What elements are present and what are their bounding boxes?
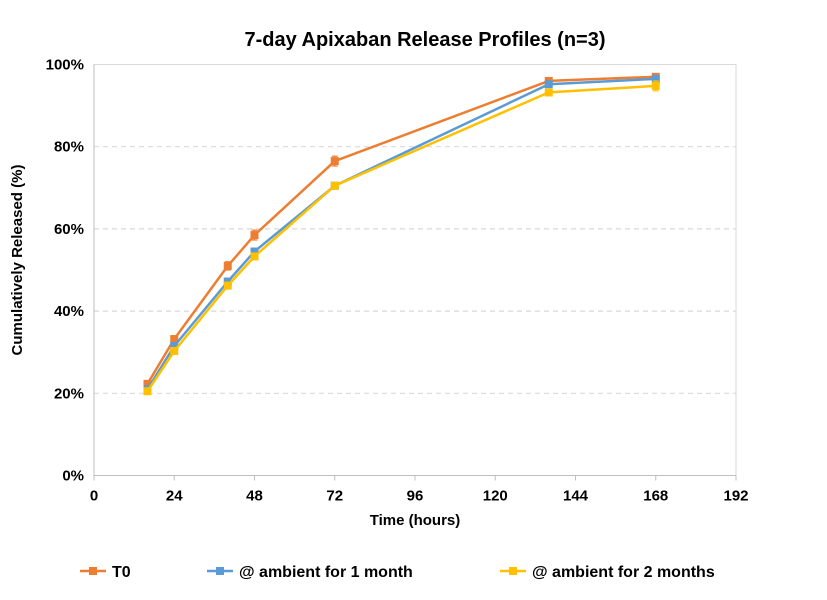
data-point (250, 231, 259, 240)
data-point (143, 379, 152, 388)
axes: 0% 20% 40% 60% 80% 100% 0 24 48 72 96 120 144 168 192 (46, 57, 749, 505)
series-1 (143, 74, 660, 394)
chart-title: 7-day Apixaban Release Profiles (n=3) (244, 29, 605, 51)
data-point (330, 181, 339, 190)
series-0 (143, 72, 660, 388)
legend-marker (89, 567, 97, 575)
y-tick-label: 0% (62, 468, 84, 485)
x-tick-label: 0 (90, 488, 98, 505)
legend-marker (509, 567, 517, 575)
data-point (651, 81, 660, 90)
legend-marker (216, 567, 224, 575)
legend: T0 @ ambient for 1 month @ ambient for 2 m… (80, 564, 715, 581)
data-point (223, 281, 232, 290)
data-point (223, 261, 232, 270)
x-tick-label: 24 (166, 488, 183, 505)
y-tick-label: 60% (54, 221, 84, 238)
y-tick-label: 20% (54, 385, 84, 402)
data-point (250, 247, 259, 256)
data-point (223, 277, 232, 286)
data-point (330, 157, 339, 166)
x-tick-label: 144 (563, 488, 589, 505)
series-line (146, 75, 656, 385)
series-group (143, 72, 660, 396)
legend-item-1: @ ambient for 1 month (207, 564, 413, 581)
data-point (250, 252, 259, 261)
plot-area-border (93, 64, 737, 476)
legend-label: @ ambient for 2 months (532, 564, 715, 581)
data-point (544, 80, 553, 89)
x-axis-label: Time (hours) (370, 512, 461, 529)
data-point (170, 346, 179, 355)
y-tick-label: 100% (46, 57, 84, 74)
legend-item-2: @ ambient for 2 months (500, 564, 715, 581)
x-tick-label: 120 (483, 488, 508, 505)
y-tick-label: 80% (54, 139, 84, 156)
x-tick-label: 168 (643, 488, 668, 505)
x-tick-label: 72 (326, 488, 343, 505)
x-tick-label: 96 (407, 488, 424, 505)
data-point (170, 342, 179, 351)
series-line (146, 84, 656, 392)
x-tick-label: 48 (246, 488, 263, 505)
legend-item-0: T0 (80, 564, 131, 581)
data-point (170, 335, 179, 344)
data-point (544, 88, 553, 97)
y-axis-label: Cumulatively Released (%) (9, 165, 26, 356)
x-tick-label: 192 (723, 488, 748, 505)
series-line (146, 77, 656, 390)
legend-label: @ ambient for 1 month (239, 564, 413, 581)
gridlines (94, 146, 736, 394)
series-2 (143, 80, 660, 396)
data-point (651, 74, 660, 83)
data-point (143, 387, 152, 396)
y-tick-label: 40% (54, 303, 84, 320)
legend-label: T0 (112, 564, 131, 581)
